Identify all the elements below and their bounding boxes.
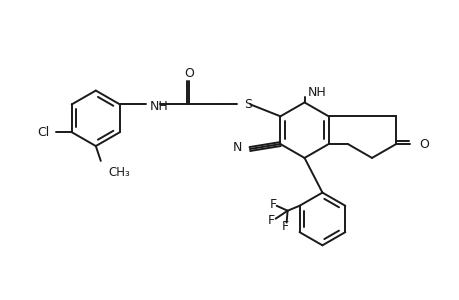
- Text: N: N: [232, 140, 241, 154]
- Text: NH: NH: [307, 86, 325, 99]
- Text: O: O: [184, 67, 194, 80]
- Text: F: F: [269, 198, 277, 211]
- Text: O: O: [418, 138, 428, 151]
- Text: F: F: [281, 220, 289, 233]
- Text: S: S: [244, 98, 252, 111]
- Text: F: F: [268, 214, 274, 227]
- Text: Cl: Cl: [38, 126, 50, 139]
- Text: CH₃: CH₃: [108, 166, 130, 179]
- Text: NH: NH: [150, 100, 168, 113]
